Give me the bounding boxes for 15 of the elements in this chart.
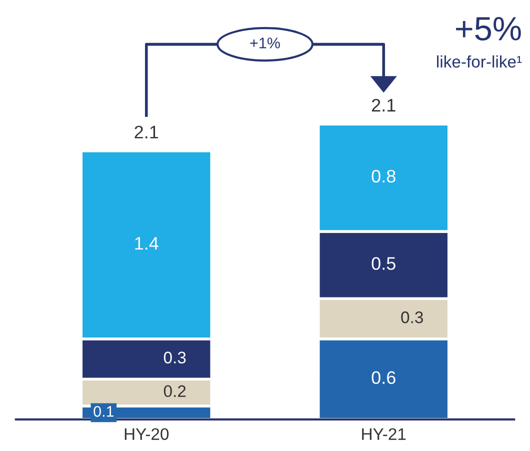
data-label: 0.3 <box>164 352 186 364</box>
total-label: 2.1 <box>372 98 396 112</box>
data-label: 0.5 <box>372 257 396 270</box>
data-label: 0.2 <box>164 385 186 398</box>
x-tick-label: HY-20 <box>124 428 169 440</box>
total-label: 2.1 <box>134 126 158 138</box>
text: +5% <box>456 17 521 41</box>
text: like-for-like¹ <box>437 55 522 68</box>
data-label: 0.1 <box>94 406 114 417</box>
data-label: 0.6 <box>372 371 396 384</box>
data-label: 0.8 <box>372 170 396 183</box>
data-label: 1.4 <box>135 237 158 250</box>
data-label: 0.3 <box>401 311 423 324</box>
text: +1% <box>250 38 280 48</box>
x-tick-label: HY-21 <box>362 428 406 440</box>
